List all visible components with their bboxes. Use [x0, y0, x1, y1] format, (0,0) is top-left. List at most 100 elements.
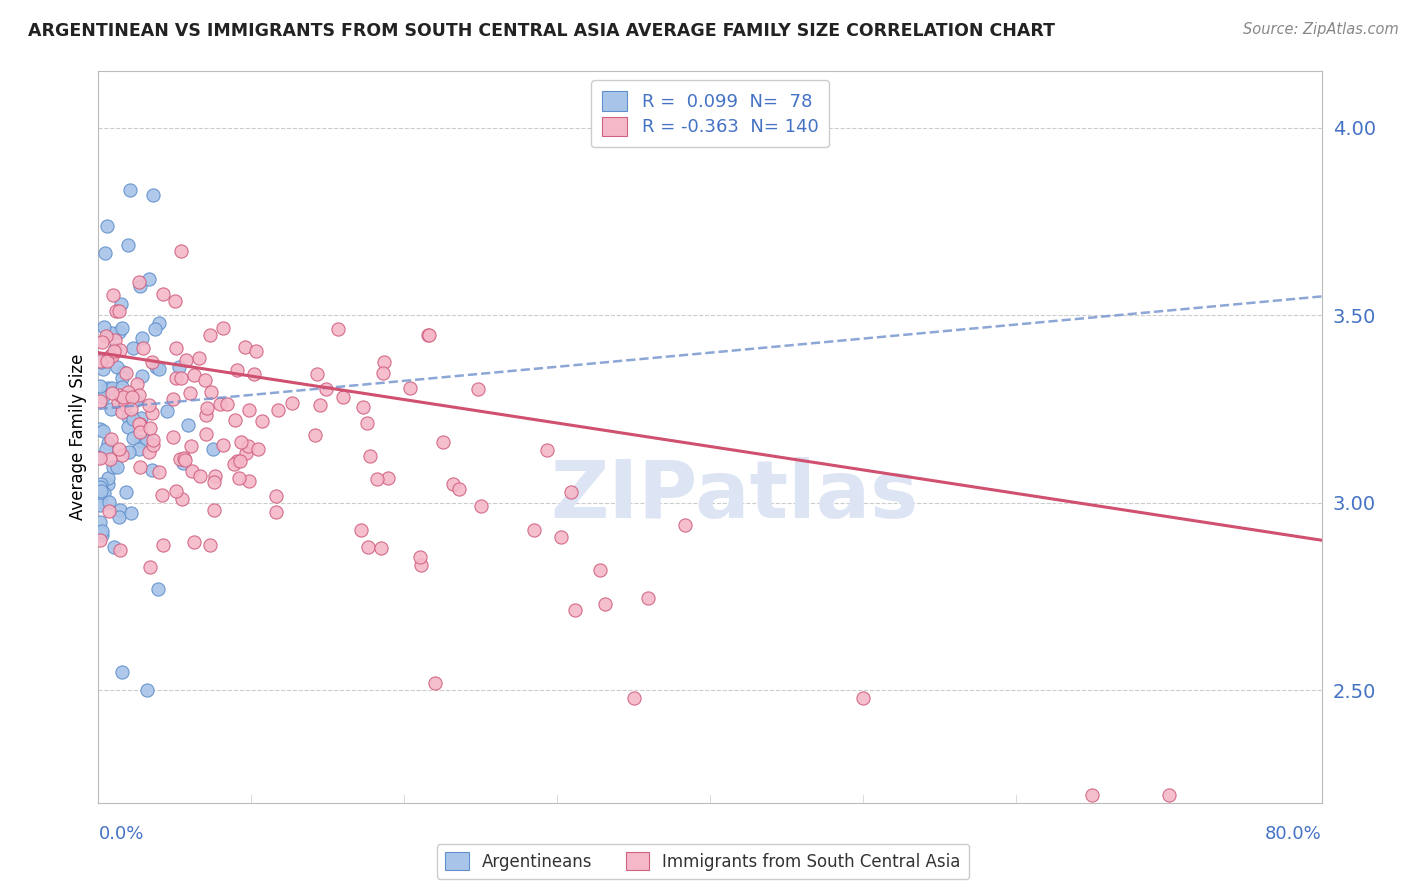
Point	[122, 341, 145, 355]
Point	[118, 445, 141, 459]
Point	[204, 469, 226, 483]
Point	[245, 344, 267, 359]
Point	[110, 297, 132, 311]
Point	[150, 488, 173, 502]
Point	[373, 354, 395, 368]
Point	[593, 597, 616, 611]
Point	[91, 362, 114, 376]
Point	[236, 439, 259, 453]
Point	[188, 351, 211, 366]
Point	[105, 460, 128, 475]
Point	[91, 424, 114, 438]
Text: ZIPatlas: ZIPatlas	[550, 457, 918, 534]
Point	[536, 443, 558, 458]
Point	[467, 382, 489, 396]
Point	[94, 329, 117, 343]
Point	[103, 288, 125, 302]
Point	[176, 417, 198, 432]
Point	[148, 361, 170, 376]
Point	[315, 383, 337, 397]
Point	[129, 411, 152, 425]
Point	[162, 430, 184, 444]
Point	[89, 515, 111, 529]
Y-axis label: Average Family Size: Average Family Size	[69, 354, 87, 520]
Point	[250, 414, 273, 428]
Point	[172, 456, 194, 470]
Point	[195, 401, 218, 415]
Point	[117, 420, 139, 434]
Point	[233, 340, 256, 354]
Point	[235, 445, 257, 459]
Point	[89, 498, 111, 512]
Point	[418, 328, 440, 343]
Point	[91, 334, 114, 349]
Point	[170, 244, 193, 258]
Point	[115, 366, 138, 380]
Point	[101, 326, 124, 340]
Point	[326, 322, 349, 336]
Point	[89, 353, 111, 368]
Point	[136, 683, 159, 698]
Point	[148, 317, 170, 331]
Point	[105, 304, 128, 318]
Point	[142, 433, 165, 447]
Point	[128, 278, 150, 293]
Point	[100, 402, 122, 417]
Point	[169, 451, 191, 466]
Point	[229, 453, 252, 467]
Point	[90, 477, 112, 491]
Point	[128, 388, 150, 402]
Point	[142, 438, 165, 452]
Point	[107, 509, 129, 524]
Point	[180, 438, 202, 452]
Legend: Argentineans, Immigrants from South Central Asia: Argentineans, Immigrants from South Cent…	[437, 844, 969, 880]
Point	[93, 319, 115, 334]
Point	[174, 352, 197, 367]
Point	[101, 386, 124, 401]
Text: ARGENTINEAN VS IMMIGRANTS FROM SOUTH CENTRAL ASIA AVERAGE FAMILY SIZE CORRELATIO: ARGENTINEAN VS IMMIGRANTS FROM SOUTH CEN…	[28, 22, 1054, 40]
Point	[550, 530, 572, 544]
Point	[366, 472, 388, 486]
Point	[423, 675, 446, 690]
Point	[104, 342, 127, 356]
Point	[307, 367, 329, 381]
Point	[100, 348, 122, 362]
Point	[304, 428, 326, 442]
Point	[174, 453, 197, 467]
Point	[103, 459, 125, 474]
Point	[201, 442, 224, 456]
Point	[152, 287, 174, 301]
Point	[373, 366, 395, 380]
Point	[97, 436, 120, 450]
Text: 0.0%: 0.0%	[98, 825, 143, 843]
Point	[128, 442, 150, 456]
Point	[97, 476, 120, 491]
Point	[89, 480, 111, 494]
Point	[132, 341, 155, 355]
Point	[332, 390, 354, 404]
Point	[165, 483, 187, 498]
Point	[89, 450, 111, 465]
Point	[90, 355, 112, 369]
Point	[352, 400, 374, 414]
Point	[264, 505, 287, 519]
Point	[152, 538, 174, 552]
Point	[89, 533, 111, 547]
Point	[195, 427, 218, 442]
Point	[470, 499, 492, 513]
Point	[108, 442, 131, 456]
Point	[117, 384, 139, 399]
Point	[100, 349, 122, 363]
Point	[1081, 789, 1104, 803]
Point	[120, 506, 142, 520]
Point	[98, 452, 121, 467]
Point	[90, 484, 112, 499]
Point	[246, 442, 269, 457]
Point	[131, 331, 153, 345]
Point	[226, 454, 249, 468]
Point	[432, 434, 454, 449]
Point	[309, 399, 332, 413]
Point	[623, 690, 645, 705]
Point	[356, 416, 378, 430]
Point	[202, 503, 225, 517]
